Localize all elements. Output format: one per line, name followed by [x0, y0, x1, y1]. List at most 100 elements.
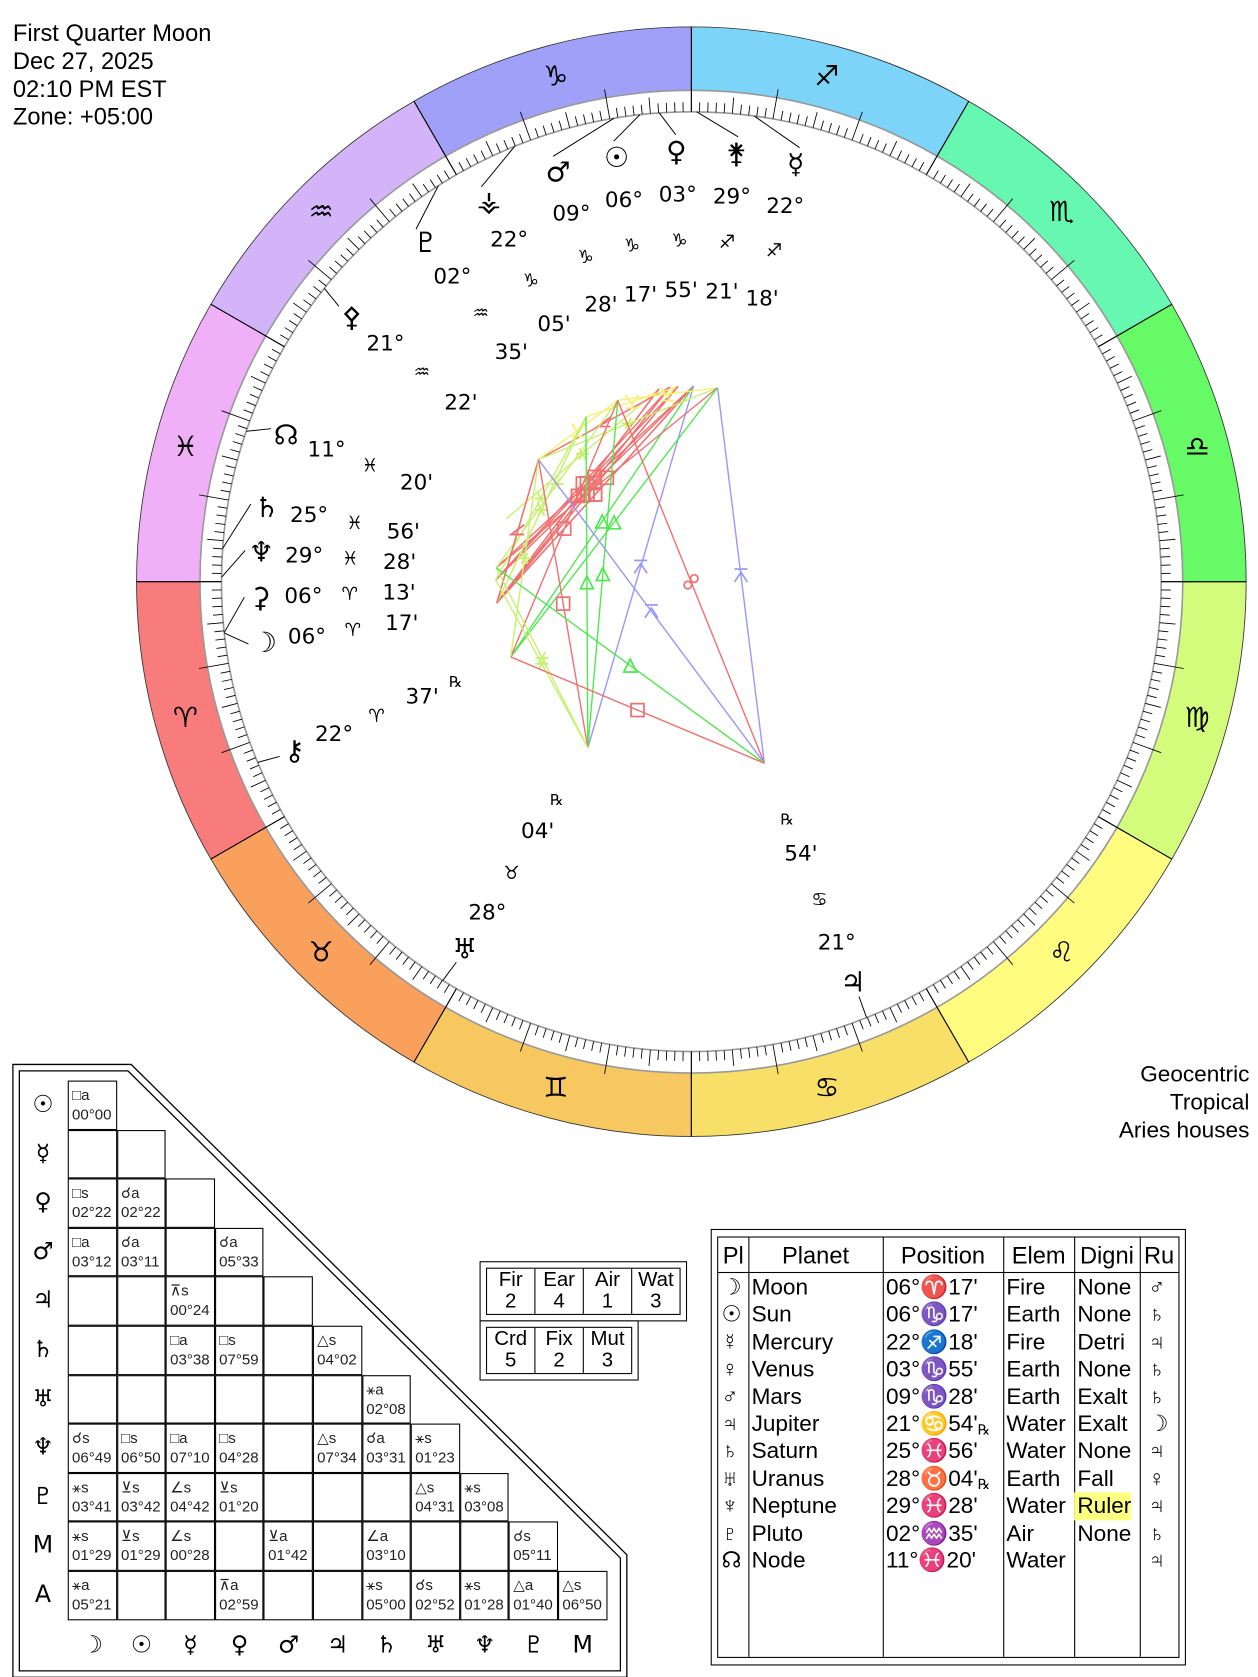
- degree-tick: [214, 630, 225, 633]
- table-cell-elem: Earth: [1006, 1357, 1061, 1382]
- degree-tick: [788, 1041, 792, 1051]
- element-counts: Fir 2 Ear 4 Air 1 Wat 3: [479, 1261, 688, 1322]
- modality-value: 2: [553, 1349, 565, 1372]
- degree-tick: [422, 970, 429, 980]
- aspect-cell: □s 04°28: [214, 1423, 264, 1473]
- degree-tick: [1066, 864, 1075, 871]
- degree-tick: [230, 449, 240, 453]
- aspect-grid-frame: [12, 1063, 628, 1677]
- degree-tick: [1140, 718, 1151, 723]
- degree-tick: [284, 327, 294, 334]
- square-aspect-icon: [630, 702, 645, 718]
- degree-tick: [503, 140, 509, 150]
- aspect-type: □s: [72, 1183, 89, 1202]
- ceres-glyph-icon: ⚳: [250, 581, 270, 614]
- degree-tick: [369, 198, 390, 223]
- table-cell-elem: Water: [1006, 1411, 1066, 1437]
- degree-tick: [329, 266, 338, 274]
- aspect-type: △a: [513, 1576, 534, 1594]
- table-cell-ruler-icon: ♃: [1148, 1329, 1166, 1355]
- degree-tick: [1152, 489, 1163, 493]
- aspect-cell: ∠s 04°42: [165, 1472, 215, 1522]
- aspect-type: ⊼s: [170, 1282, 189, 1300]
- aspect-cell: □s 06°50: [116, 1423, 166, 1473]
- aspect-marker-icon: [606, 513, 622, 530]
- degree-tick: [303, 299, 312, 306]
- table-cell-dig: None: [1077, 1275, 1132, 1300]
- degree-tick: [429, 179, 436, 188]
- planet-label-saturn: ♄ 25° ♓ 56': [254, 491, 420, 545]
- degree-tick: [911, 158, 917, 168]
- degree-tick: [946, 975, 953, 985]
- row-label-icon: M: [32, 1532, 54, 1560]
- pointer-line-neptune: [221, 550, 246, 578]
- element-label: Fir: [498, 1268, 523, 1292]
- degree-tick: [574, 116, 579, 126]
- table-cell-glyph-icon: ☊: [721, 1548, 742, 1574]
- aspect-cell: □a 03°38: [165, 1325, 215, 1375]
- vesta-minutes: 05': [537, 312, 570, 337]
- degree-tick: [967, 961, 974, 970]
- table-header-divider: [718, 1271, 1179, 1274]
- pallas-glyph-icon: ⚴: [341, 300, 361, 333]
- degree-tick: [346, 907, 354, 916]
- degree-tick: [1051, 883, 1075, 904]
- table-column-divider: [1139, 1237, 1141, 1657]
- aspect-type: □s: [219, 1331, 236, 1349]
- table-cell-dig: Exalt: [1077, 1384, 1128, 1410]
- juno-glyph-icon: ⚵: [726, 137, 746, 170]
- degree-tick: [1102, 348, 1111, 355]
- aspect-type: □a: [72, 1085, 90, 1104]
- aspect-orb: 01°29: [121, 1546, 161, 1564]
- degree-tick: [280, 334, 289, 341]
- degree-tick: [812, 1035, 818, 1052]
- degree-tick: [485, 141, 494, 157]
- degree-tick: [288, 837, 298, 844]
- table-cell-pos: 02°♒35': [885, 1520, 978, 1546]
- degree-tick: [1080, 313, 1090, 320]
- aspect-cell: ⚹a 05°21: [67, 1570, 117, 1620]
- degree-tick: [820, 1033, 824, 1043]
- degree-tick: [473, 1000, 479, 1010]
- table-cell-glyph-icon: ♆: [721, 1493, 739, 1519]
- degree-tick: [1029, 907, 1037, 916]
- table-header-position: Position: [900, 1241, 986, 1269]
- table-cell-planet: Saturn: [751, 1439, 819, 1464]
- aspect-cell: [312, 1472, 362, 1522]
- sign-boundary: [1097, 303, 1173, 348]
- degree-tick: [370, 930, 378, 939]
- degree-tick: [731, 97, 735, 114]
- degree-tick: [436, 979, 443, 989]
- pointer-line-ceres: [223, 597, 245, 633]
- aspect-cell: [459, 1521, 509, 1571]
- venus-glyph-icon: ♀: [666, 135, 686, 168]
- degree-tick: [1089, 327, 1099, 334]
- degree-tick: [980, 203, 987, 212]
- aspect-type: △s: [562, 1576, 582, 1594]
- degree-tick: [340, 254, 349, 262]
- degree-tick: [1045, 889, 1054, 897]
- aspect-cell: □a 00°00: [67, 1080, 117, 1130]
- degree-tick: [249, 393, 260, 399]
- degree-tick: [1061, 870, 1070, 878]
- degree-tick: [960, 183, 971, 198]
- degree-tick: [334, 260, 343, 268]
- aspect-type: ⊼a: [219, 1576, 239, 1594]
- degree-tick: [263, 794, 273, 800]
- aspect-cell: [361, 1472, 411, 1522]
- col-label-icon: ♃: [326, 1632, 349, 1660]
- aspect-type: ⚹a: [72, 1576, 90, 1594]
- degree-tick: [222, 678, 232, 682]
- degree-tick: [1123, 764, 1133, 770]
- aspect-cell: [410, 1521, 460, 1571]
- element-fir: Fir 2: [487, 1269, 534, 1314]
- degree-tick: [772, 89, 779, 120]
- aspect-cell: [312, 1374, 362, 1424]
- node-minutes: 20': [400, 470, 433, 495]
- table-cell-planet: Mars: [751, 1384, 802, 1410]
- table-cell-glyph-icon: ♄: [721, 1439, 739, 1464]
- info-geocentric: Geocentric: [1140, 1062, 1250, 1088]
- degree-tick: [918, 162, 925, 171]
- degree-tick: [369, 941, 390, 965]
- table-cell-planet: Pluto: [751, 1520, 804, 1546]
